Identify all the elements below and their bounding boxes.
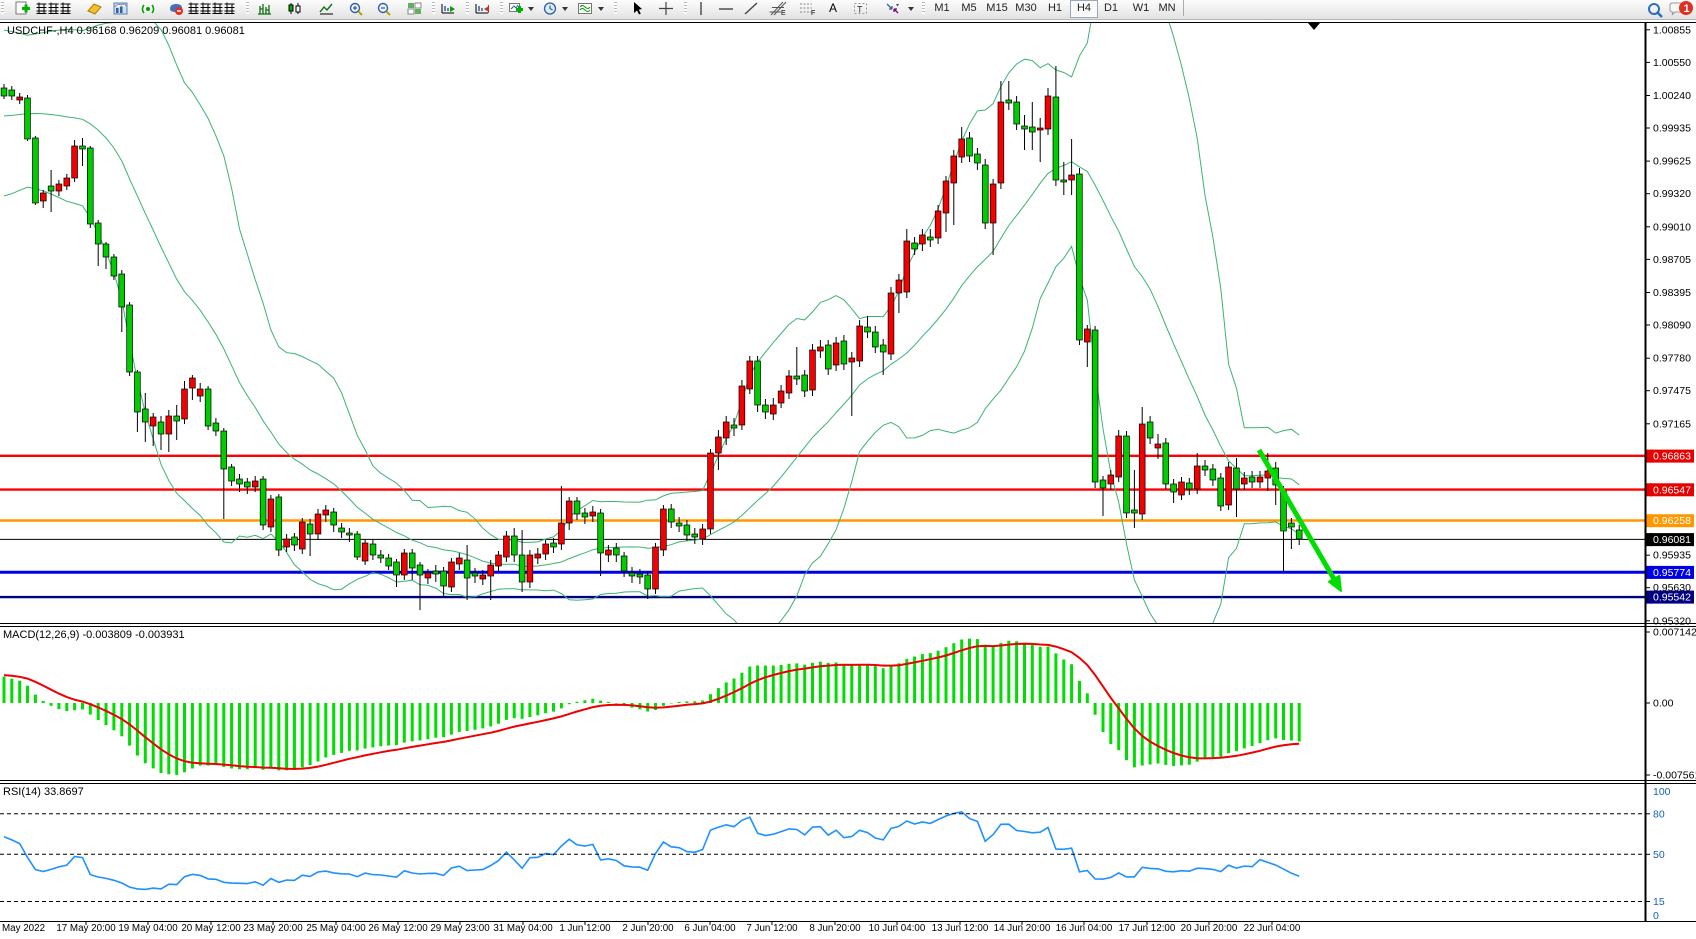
- svg-text:1.00240: 1.00240: [1653, 90, 1691, 102]
- svg-text:0.96863: 0.96863: [1653, 451, 1691, 463]
- svg-text:RSI(14) 33.8697: RSI(14) 33.8697: [3, 786, 84, 798]
- svg-text:1: 1: [1684, 3, 1690, 15]
- svg-text:0.99935: 0.99935: [1653, 123, 1691, 135]
- svg-text:1.00550: 1.00550: [1653, 57, 1691, 69]
- svg-text:0.99625: 0.99625: [1653, 156, 1691, 168]
- svg-text:0.97780: 0.97780: [1653, 353, 1691, 365]
- svg-text:100: 100: [1653, 786, 1671, 798]
- svg-text:-0.007561: -0.007561: [1653, 770, 1696, 782]
- svg-text:23 May 20:00: 23 May 20:00: [243, 923, 303, 934]
- svg-text:0.96547: 0.96547: [1653, 484, 1691, 496]
- svg-text:25 May 04:00: 25 May 04:00: [306, 923, 366, 934]
- svg-text:80: 80: [1653, 808, 1665, 820]
- svg-text:10 Jun 04:00: 10 Jun 04:00: [869, 923, 926, 934]
- svg-text:0.99010: 0.99010: [1653, 221, 1691, 233]
- svg-text:0.95774: 0.95774: [1653, 567, 1691, 579]
- svg-text:F: F: [811, 10, 815, 16]
- svg-text:0.98090: 0.98090: [1653, 320, 1691, 332]
- svg-text:8 Jun 20:00: 8 Jun 20:00: [809, 923, 861, 934]
- svg-text:0.98395: 0.98395: [1653, 287, 1691, 299]
- svg-text:50: 50: [1653, 849, 1665, 861]
- svg-text:31 May 04:00: 31 May 04:00: [493, 923, 553, 934]
- svg-text:26 May 12:00: 26 May 12:00: [368, 923, 428, 934]
- svg-text:0.98705: 0.98705: [1653, 254, 1691, 266]
- svg-text:T: T: [857, 5, 863, 15]
- svg-text:MACD(12,26,9) -0.003809 -0.003: MACD(12,26,9) -0.003809 -0.003931: [3, 629, 185, 641]
- svg-text:29 May 23:00: 29 May 23:00: [430, 923, 490, 934]
- svg-text:13 Jun 12:00: 13 Jun 12:00: [932, 923, 989, 934]
- svg-text:0.99320: 0.99320: [1653, 188, 1691, 200]
- svg-text:E: E: [781, 10, 786, 16]
- svg-text:1.00855: 1.00855: [1653, 24, 1691, 36]
- svg-text:19 May 04:00: 19 May 04:00: [118, 923, 178, 934]
- svg-text:20 May 12:00: 20 May 12:00: [181, 923, 241, 934]
- svg-text:14 Jun 20:00: 14 Jun 20:00: [994, 923, 1051, 934]
- svg-text:0.95542: 0.95542: [1653, 592, 1691, 604]
- svg-text:0.00: 0.00: [1653, 698, 1674, 710]
- svg-text:16 Jun 04:00: 16 Jun 04:00: [1056, 923, 1113, 934]
- svg-text:USDCHF-,H4 0.96168 0.96209 0.: USDCHF-,H4 0.96168 0.96209 0.96081 0.960…: [7, 25, 245, 37]
- svg-text:22 Jun 04:00: 22 Jun 04:00: [1244, 923, 1301, 934]
- svg-text:0.97475: 0.97475: [1653, 385, 1691, 397]
- svg-text:0.96258: 0.96258: [1653, 515, 1691, 527]
- svg-text:1 Jun 12:00: 1 Jun 12:00: [559, 923, 611, 934]
- svg-text:0.96081: 0.96081: [1653, 534, 1691, 546]
- svg-text:15: 15: [1653, 896, 1665, 908]
- svg-text:0.95320: 0.95320: [1653, 615, 1691, 627]
- svg-text:7 Jun 12:00: 7 Jun 12:00: [746, 923, 798, 934]
- svg-text:17 May 20:00: 17 May 20:00: [56, 923, 116, 934]
- svg-text:20 Jun 20:00: 20 Jun 20:00: [1181, 923, 1238, 934]
- svg-text:17 Jun 12:00: 17 Jun 12:00: [1119, 923, 1176, 934]
- svg-text:6 Jun 04:00: 6 Jun 04:00: [684, 923, 736, 934]
- svg-text:May 2022: May 2022: [2, 923, 45, 934]
- svg-text:0: 0: [1653, 910, 1659, 922]
- svg-text:0.97165: 0.97165: [1653, 418, 1691, 430]
- svg-text:0.007142: 0.007142: [1653, 627, 1696, 639]
- svg-text:2 Jun 20:00: 2 Jun 20:00: [622, 923, 674, 934]
- svg-text:0.95935: 0.95935: [1653, 550, 1691, 562]
